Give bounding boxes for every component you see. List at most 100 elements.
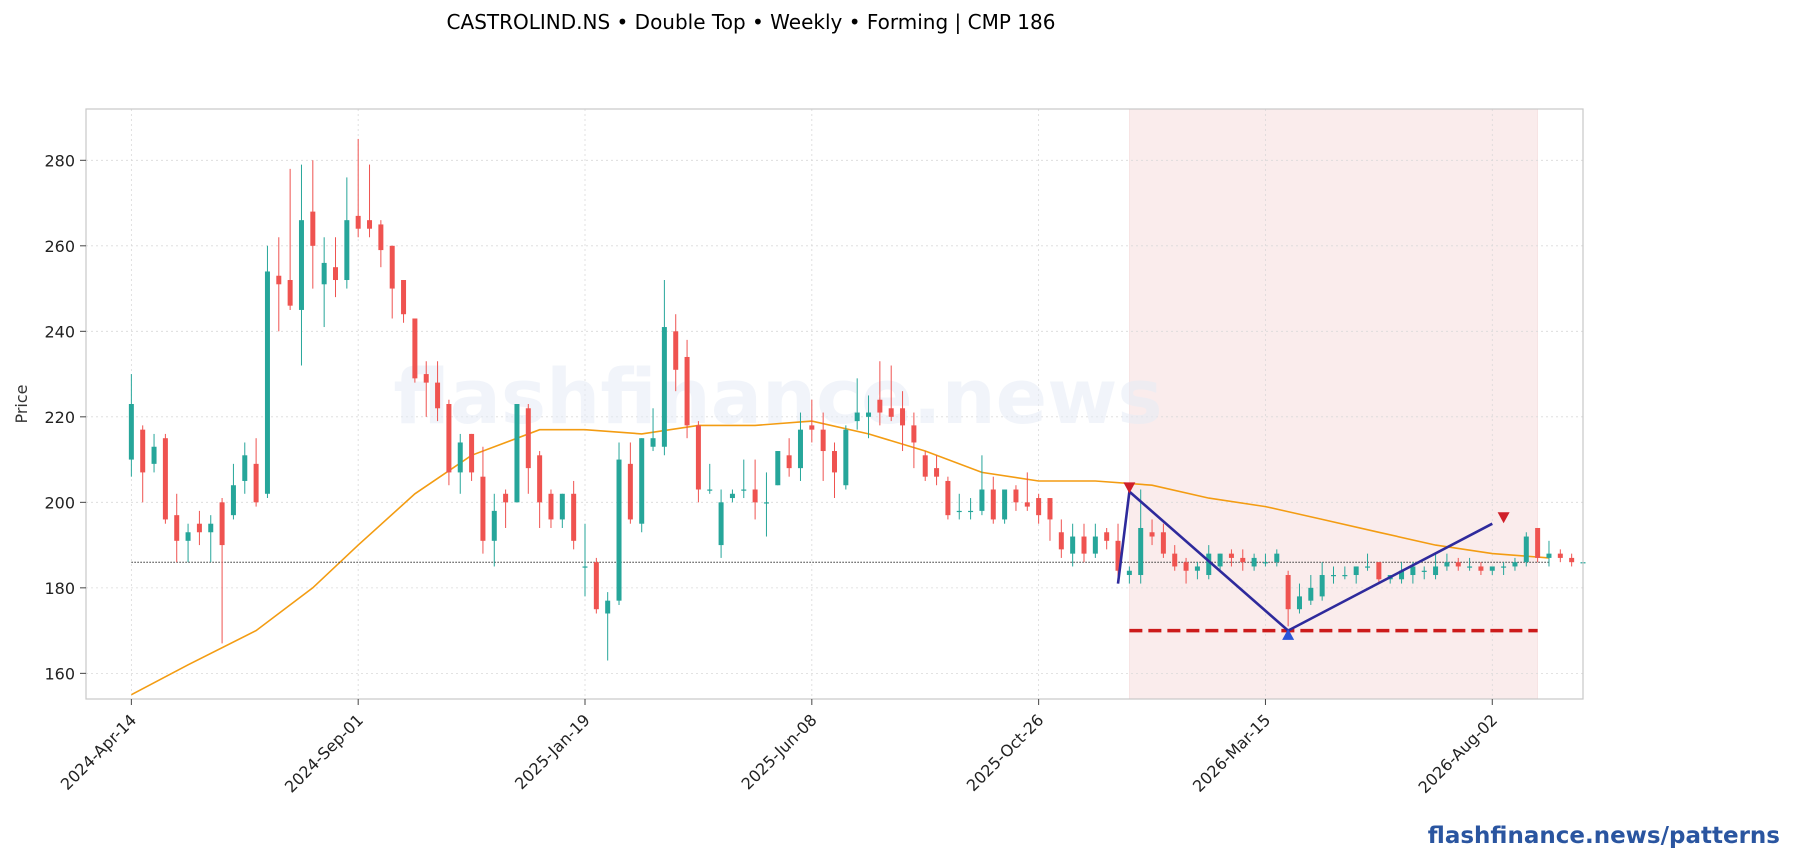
candle-body <box>1002 489 1008 520</box>
candle <box>344 177 350 289</box>
candle <box>741 459 747 499</box>
candle <box>491 493 497 567</box>
plot-frame <box>85 108 1584 700</box>
candle-body <box>1478 566 1484 571</box>
candle <box>752 459 758 520</box>
candle-body <box>809 425 815 430</box>
candle <box>1319 562 1325 601</box>
x-axis-ticks: 2024-Apr-14 2024-Sep-01 2025-Jan-19 2025-Ju… <box>57 699 1501 797</box>
candle-body <box>367 220 373 229</box>
candle <box>990 476 996 524</box>
candle-body <box>741 489 747 491</box>
candle <box>1546 540 1552 567</box>
candle <box>797 412 803 481</box>
candle <box>253 438 259 507</box>
candle <box>128 374 134 477</box>
chart-title: CASTROLIND.NS • Double Top • Weekly • Fo… <box>447 10 1056 34</box>
candle <box>1002 489 1008 524</box>
candle <box>162 433 168 524</box>
candle <box>1433 553 1439 580</box>
candle <box>1353 566 1359 584</box>
candle-body <box>571 493 577 541</box>
candle-body <box>333 267 338 281</box>
candle-body <box>219 502 225 546</box>
candle-body <box>707 489 713 491</box>
candle-body <box>389 245 395 289</box>
candle-body <box>650 438 656 447</box>
candle <box>605 592 611 661</box>
candle <box>1047 498 1053 541</box>
candle <box>707 463 713 494</box>
candle <box>1501 562 1507 576</box>
candle <box>1081 523 1087 563</box>
candle <box>378 220 384 268</box>
candle <box>1523 532 1529 567</box>
pattern-line <box>1116 489 1493 633</box>
candle-body <box>1194 566 1200 571</box>
candle-body <box>1149 532 1155 537</box>
candle-body <box>752 489 758 503</box>
candle <box>333 237 338 298</box>
candle <box>854 378 860 430</box>
candle <box>616 442 622 605</box>
candle <box>1444 553 1450 571</box>
candle <box>832 442 837 499</box>
x-tick-label: 2024-Apr-14 <box>57 710 140 793</box>
candle-body <box>525 408 531 469</box>
candle <box>843 425 849 490</box>
candle-body <box>435 382 441 409</box>
candle-body <box>820 429 826 452</box>
candle <box>1512 557 1518 571</box>
candle-body <box>718 502 724 546</box>
candle <box>1274 549 1280 567</box>
peak-marker <box>1123 482 1136 494</box>
candle-body <box>469 433 475 473</box>
candle-body <box>854 412 860 422</box>
candle <box>1376 562 1382 584</box>
candle <box>355 138 361 238</box>
candle-body <box>1512 562 1518 567</box>
candle <box>945 476 951 520</box>
candle <box>900 391 906 452</box>
candle-body <box>298 220 304 310</box>
candle-body <box>1523 536 1529 563</box>
candle-body <box>1546 553 1552 558</box>
candle-body <box>1274 553 1280 563</box>
candle-body <box>446 404 452 473</box>
candle-body <box>174 515 180 541</box>
candle <box>1058 519 1064 558</box>
candle <box>276 237 282 332</box>
candle-body <box>1319 575 1325 597</box>
candle-body <box>1047 498 1053 520</box>
candle-body <box>1410 566 1416 576</box>
candle-body <box>593 562 599 610</box>
candle <box>1569 553 1575 567</box>
x-tick-label: 2026-Aug-02 <box>1414 710 1501 797</box>
candle-body <box>548 493 554 520</box>
candle-body <box>242 455 248 481</box>
candle-body <box>344 220 350 281</box>
pattern-layer <box>1116 482 1538 640</box>
candle-body <box>627 463 633 520</box>
candle-body <box>832 451 837 473</box>
candle-body <box>673 331 679 370</box>
candle <box>968 498 974 520</box>
candle <box>151 433 157 473</box>
candle-body <box>1070 536 1076 554</box>
candle-body <box>1489 566 1495 571</box>
candle-body <box>1172 553 1178 567</box>
candle <box>627 442 633 524</box>
candle <box>1160 523 1166 558</box>
candle <box>934 455 940 486</box>
candle-body <box>775 451 781 486</box>
candle <box>1172 545 1178 571</box>
candle-body <box>503 493 509 503</box>
candle-body <box>1376 562 1382 580</box>
candle <box>514 404 520 503</box>
candle <box>480 446 486 554</box>
candle <box>140 425 146 503</box>
candle <box>1115 523 1121 580</box>
candle-body <box>423 374 429 383</box>
candle-body <box>968 510 974 513</box>
candle-body <box>1467 566 1473 568</box>
